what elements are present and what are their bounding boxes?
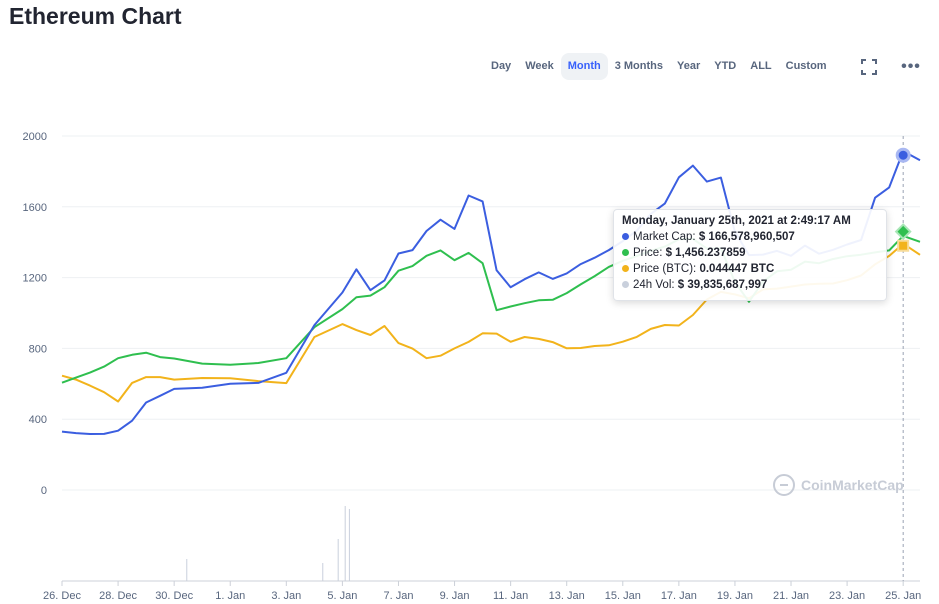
x-tick-label: 19. Jan xyxy=(717,590,753,602)
range-all-button[interactable]: ALL xyxy=(750,60,772,72)
range-ytd-button[interactable]: YTD xyxy=(714,60,737,72)
tooltip-value: $ 166,578,960,507 xyxy=(698,231,795,243)
legend-dot-icon xyxy=(622,265,629,272)
x-tick-label: 7. Jan xyxy=(383,590,413,602)
x-tick-label: 13. Jan xyxy=(549,590,585,602)
y-tick-label: 800 xyxy=(29,343,47,355)
legend-dot-icon xyxy=(622,233,629,240)
tooltip-row: Price (BTC): 0.044447 BTC xyxy=(622,261,878,277)
y-axis: 0 400 800 1200 1600 2000 xyxy=(23,131,47,497)
tooltip-date: Monday, January 25th, 2021 at 2:49:17 AM xyxy=(622,215,851,227)
x-tick-label: 26. Dec xyxy=(43,590,81,602)
tooltip-row: 24h Vol: $ 39,835,687,997 xyxy=(622,277,878,293)
range-custom-button[interactable]: Custom xyxy=(785,60,827,72)
price-btc-marker xyxy=(897,239,910,252)
range-3-months-button[interactable]: 3 Months xyxy=(614,60,663,72)
watermark-text: CoinMarketCap xyxy=(801,477,904,493)
hover-markers xyxy=(894,136,912,581)
x-axis: 26. Dec 28. Dec 30. Dec 1. Jan 3. Jan 5. Jan 7… xyxy=(43,580,921,602)
x-tick-label: 11. Jan xyxy=(493,590,528,602)
x-tick-label: 25. Jan xyxy=(885,590,921,602)
y-tick-label: 1600 xyxy=(23,202,47,214)
tooltip-value: 0.044447 BTC xyxy=(699,263,775,275)
x-tick-label: 28. Dec xyxy=(99,590,137,602)
tooltip-value: $ 1,456.237859 xyxy=(665,247,746,259)
legend-dot-icon xyxy=(622,281,629,288)
tooltip-label: Price (BTC): xyxy=(633,263,700,275)
x-tick-label: 21. Jan xyxy=(773,590,809,602)
x-tick-label: 1. Jan xyxy=(215,590,245,602)
more-options-button[interactable]: ••• xyxy=(901,57,921,77)
tooltip-row: Price: $ 1,456.237859 xyxy=(622,245,878,261)
coinmarketcap-watermark: CoinMarketCap xyxy=(773,474,904,496)
legend-dot-icon xyxy=(622,249,629,256)
volume-bars xyxy=(186,506,350,581)
y-tick-label: 400 xyxy=(29,414,47,426)
tooltip-label: Price: xyxy=(633,247,666,259)
coinmarketcap-logo-icon xyxy=(773,474,795,496)
market-cap-marker xyxy=(895,147,911,163)
page-title: Ethereum Chart xyxy=(9,3,182,29)
y-tick-label: 1200 xyxy=(23,273,47,285)
x-tick-label: 17. Jan xyxy=(661,590,697,602)
x-tick-label: 5. Jan xyxy=(327,590,357,602)
range-week-button[interactable]: Week xyxy=(525,60,554,72)
time-range-selector: Day Week Month 3 Months Year YTD ALL Custom xyxy=(484,53,834,80)
x-tick-label: 30. Dec xyxy=(155,590,193,602)
range-day-button[interactable]: Day xyxy=(491,60,512,72)
chart-tooltip: Monday, January 25th, 2021 at 2:49:17 AM… xyxy=(613,209,887,301)
x-tick-label: 9. Jan xyxy=(440,590,470,602)
range-year-button[interactable]: Year xyxy=(677,60,701,72)
range-month-button[interactable]: Month xyxy=(560,53,608,80)
tooltip-row: Market Cap: $ 166,578,960,507 xyxy=(622,229,878,245)
tooltip-label: Market Cap: xyxy=(633,231,699,243)
y-tick-label: 2000 xyxy=(23,131,47,143)
price-marker xyxy=(894,223,912,241)
x-tick-label: 3. Jan xyxy=(271,590,301,602)
x-tick-label: 15. Jan xyxy=(605,590,641,602)
tooltip-label: 24h Vol: xyxy=(633,279,678,291)
y-tick-label: 0 xyxy=(41,485,47,497)
x-tick-label: 23. Jan xyxy=(829,590,865,602)
more-icon: ••• xyxy=(901,58,921,75)
tooltip-value: $ 39,835,687,997 xyxy=(677,279,768,291)
fullscreen-icon xyxy=(861,59,877,75)
grid xyxy=(62,135,920,491)
fullscreen-button[interactable] xyxy=(859,57,879,77)
